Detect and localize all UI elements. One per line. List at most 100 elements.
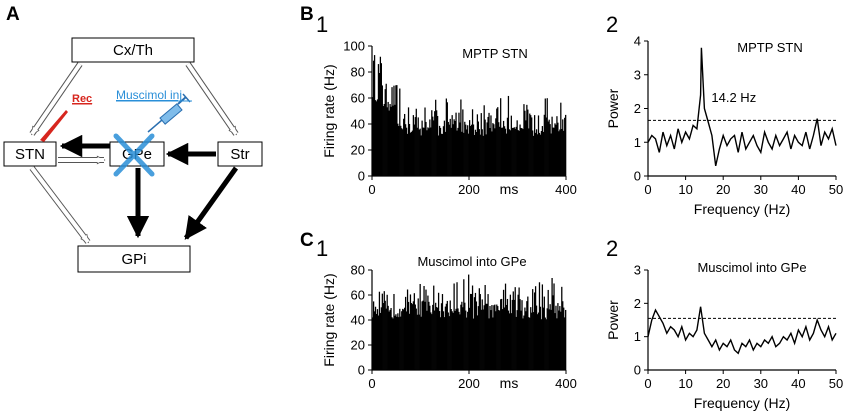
histogram-bar [500, 299, 502, 370]
histogram-bar [468, 133, 470, 176]
histogram-bar [469, 126, 472, 176]
histogram-bar [491, 131, 493, 176]
histogram-bar [406, 133, 409, 176]
histogram-bar [431, 110, 433, 176]
histogram-bar [468, 274, 470, 370]
histogram-bar [554, 313, 556, 370]
histogram-bar [541, 284, 544, 370]
histogram-bar [515, 316, 517, 370]
histogram-bar [402, 308, 404, 370]
histogram-bar [383, 103, 385, 176]
x-tick-label: 30 [754, 182, 768, 197]
histogram-bar [554, 123, 556, 176]
histogram-bar [472, 318, 475, 370]
histogram-bar [523, 104, 525, 176]
y-tick-label: 40 [351, 313, 365, 328]
histogram-bar [450, 309, 452, 370]
histogram-bar [562, 119, 564, 176]
histogram-bar [527, 296, 529, 370]
histogram-bar [436, 307, 438, 370]
histogram-bar [513, 299, 515, 370]
histogram-bar [503, 126, 506, 176]
histogram-bar [405, 311, 408, 370]
histogram-bar [385, 83, 387, 176]
y-tick-label: 60 [351, 91, 365, 106]
histogram-bar [418, 314, 420, 370]
histogram-bar [449, 300, 451, 370]
histogram-bar [508, 129, 511, 176]
histogram-bar [552, 295, 554, 370]
histogram-bar [466, 317, 468, 370]
histogram-bar [484, 119, 486, 176]
histogram-bar [446, 102, 448, 176]
histogram-bar [463, 279, 465, 370]
x-axis-label: Frequency (Hz) [694, 395, 790, 411]
node-cxth: Cx/Th [113, 42, 153, 59]
histogram-bar [418, 129, 420, 176]
histogram-bar [378, 73, 381, 176]
histogram-bar [502, 289, 505, 370]
histogram-bar [387, 101, 389, 176]
histogram-bar [515, 126, 517, 176]
histogram-bar [372, 97, 374, 176]
histogram-bar [429, 305, 431, 370]
histogram-bar [487, 116, 489, 176]
histogram-bar [479, 294, 481, 370]
histogram-bar [524, 110, 526, 176]
histogram-bar [397, 313, 399, 370]
histogram-bar [447, 121, 449, 176]
histogram-bar [507, 95, 510, 176]
histogram-bar [443, 120, 446, 176]
recording-electrode-icon [40, 110, 68, 142]
histogram-bar [452, 312, 454, 370]
histogram-bar [380, 307, 382, 370]
histogram-bar [446, 300, 448, 370]
histogram-bar [504, 128, 507, 176]
histogram-bar [519, 299, 521, 370]
x-axis-label: ms [500, 375, 519, 391]
histogram-bar [474, 292, 477, 370]
histogram-bar [494, 304, 496, 370]
histogram-bar [497, 107, 499, 176]
histogram-bar [390, 106, 392, 176]
histogram-bar [413, 124, 415, 176]
y-axis-label: Power [605, 88, 621, 128]
histogram-bar [533, 135, 535, 176]
chart-title: MPTP STN [737, 40, 803, 55]
x-tick-label: 0 [368, 182, 375, 197]
histogram-bar [423, 127, 425, 176]
histogram-bar [427, 127, 429, 176]
histogram-bar [395, 85, 397, 176]
histogram-bar [374, 306, 377, 370]
histogram-bar [559, 129, 561, 176]
histogram-bar [440, 133, 443, 176]
histogram-bar [457, 127, 459, 176]
histogram-bar [424, 107, 426, 176]
chart-c1-histogram: 0 20 40 60 80 0 200 400 ms Firing rate (Hz) Muscim… [321, 254, 577, 391]
histogram-bar [551, 278, 553, 370]
y-tick-label: 100 [343, 39, 365, 54]
histogram-bar [429, 119, 431, 176]
histogram-bar [393, 293, 395, 370]
sub-label-c1: 1 [316, 236, 328, 261]
histogram-bar [527, 109, 529, 176]
histogram-bar [476, 114, 479, 176]
histogram-bar [422, 300, 424, 370]
power-spectrum-line [647, 306, 837, 355]
histogram-bar [448, 124, 450, 176]
histogram-bar [450, 127, 452, 176]
y-tick-label: 80 [351, 263, 365, 278]
histogram-bar [372, 301, 375, 370]
node-str: Str [230, 146, 249, 163]
histogram-bar [404, 124, 407, 176]
histogram-bar [408, 124, 411, 176]
histogram-bar [533, 292, 536, 370]
histogram-bar [410, 131, 413, 176]
histogram-bar [388, 311, 390, 370]
histogram-bar [483, 105, 485, 176]
histogram-bar [479, 134, 481, 176]
histogram-bar [530, 115, 532, 176]
histogram-bar [495, 311, 497, 370]
histogram-bar [443, 317, 446, 370]
histogram-bar [432, 116, 434, 176]
